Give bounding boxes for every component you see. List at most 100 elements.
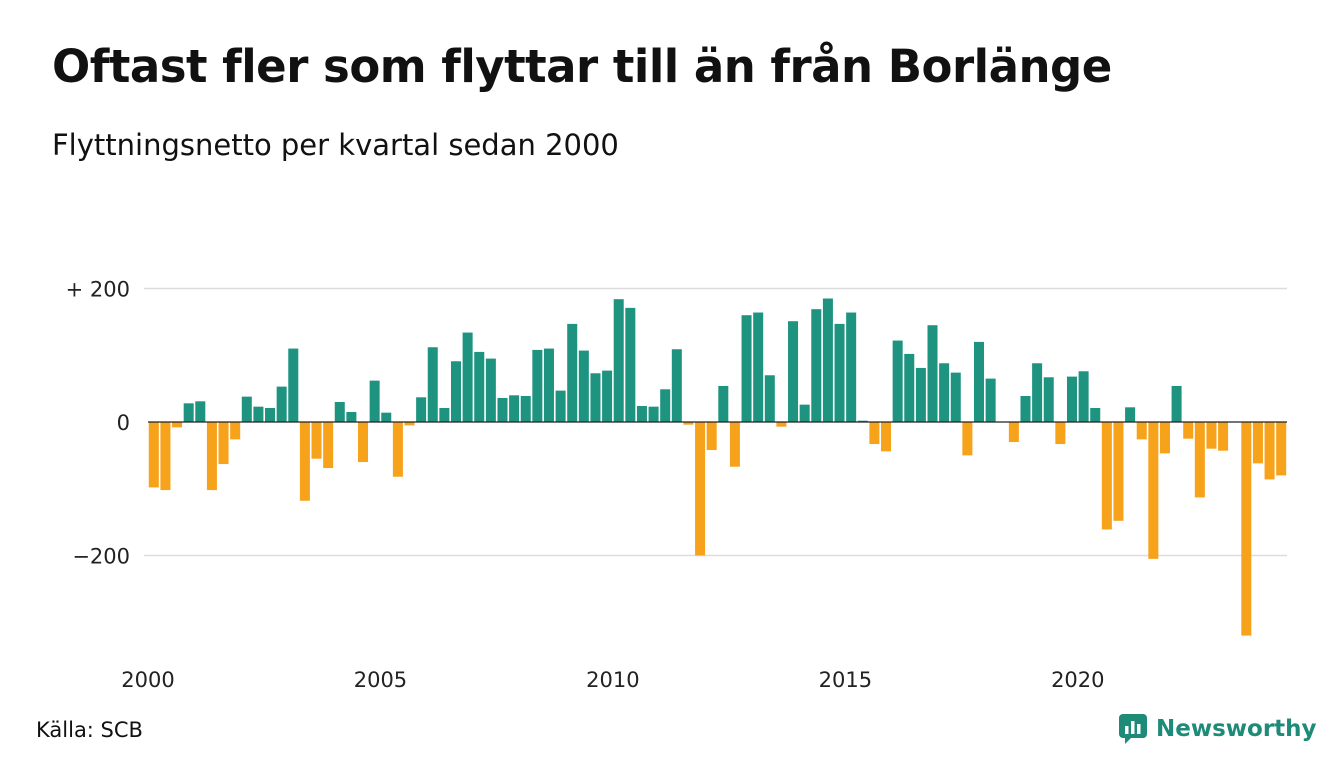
bar [1078, 371, 1089, 422]
bar [857, 420, 868, 422]
bar [288, 348, 299, 422]
bar [706, 422, 717, 451]
bar [1206, 422, 1217, 449]
bar [381, 412, 392, 422]
chart-title: Oftast fler som flyttar till än från Bor… [52, 40, 1112, 93]
x-tick-label: 2010 [586, 668, 639, 692]
x-tick-label: 2015 [819, 668, 872, 692]
bar [962, 422, 973, 456]
y-tick-label: −200 [72, 545, 130, 569]
bar [427, 347, 438, 422]
bar-chart: + 200 0 −200 2000 2005 2010 2015 2020 [66, 278, 1287, 692]
bar [1066, 376, 1077, 422]
bar [311, 422, 322, 459]
bar [648, 406, 659, 422]
bar [1125, 407, 1136, 422]
chart-subtitle: Flyttningsnetto per kvartal sedan 2000 [52, 128, 619, 162]
bar [1194, 422, 1205, 498]
bar [1148, 422, 1159, 559]
bar [590, 373, 601, 422]
bar [334, 401, 345, 422]
bar [1032, 363, 1043, 422]
bar [1241, 422, 1252, 636]
bar [881, 422, 892, 452]
bar [718, 385, 729, 422]
bar [927, 325, 938, 422]
bar [485, 358, 496, 422]
bar [869, 422, 880, 445]
bar [474, 351, 485, 422]
bars [148, 298, 1287, 636]
bar [497, 397, 508, 422]
bar [1090, 407, 1101, 422]
bar [416, 397, 427, 422]
bar [1020, 395, 1031, 422]
bar [404, 422, 415, 426]
bar [822, 298, 833, 422]
bar [892, 340, 903, 422]
bar [764, 375, 775, 422]
bar [683, 422, 694, 425]
bar [567, 323, 578, 422]
y-tick-label: 0 [117, 411, 130, 435]
bar [578, 350, 589, 422]
bar [846, 312, 857, 422]
y-tick-label: + 200 [66, 278, 130, 302]
bar [520, 395, 531, 422]
bar [799, 404, 810, 422]
bar [1171, 385, 1182, 422]
axis-labels: + 200 0 −200 2000 2005 2010 2015 2020 [66, 278, 1287, 692]
bar [509, 395, 520, 422]
bar [369, 380, 380, 422]
bar [1055, 422, 1066, 445]
brand-name: Newsworthy [1156, 716, 1317, 742]
bar [299, 422, 310, 501]
bar [1043, 377, 1054, 422]
bar [660, 389, 671, 422]
bar [148, 422, 159, 488]
bar [253, 406, 264, 422]
bar [462, 332, 473, 422]
bar [904, 353, 915, 422]
bar [172, 422, 183, 428]
bar [323, 422, 334, 469]
bar [218, 422, 229, 465]
bar [358, 422, 369, 463]
brand-logo[interactable]: Newsworthy [1118, 713, 1317, 745]
bar [160, 422, 171, 491]
bar [532, 349, 543, 422]
bar [1159, 422, 1170, 454]
bar [939, 363, 950, 422]
bar [811, 309, 822, 422]
bar [1276, 422, 1287, 476]
bar [602, 370, 613, 422]
bar [346, 411, 357, 422]
bar [543, 348, 554, 422]
bar [1183, 422, 1194, 439]
x-tick-label: 2020 [1051, 668, 1104, 692]
bar [973, 341, 985, 422]
bar [625, 307, 636, 422]
bar [276, 386, 287, 422]
bar [1113, 422, 1124, 521]
bar [1008, 422, 1019, 443]
bar [636, 405, 647, 422]
bar [671, 349, 682, 422]
bar [1252, 422, 1263, 464]
bar [439, 407, 450, 422]
source-label: Källa: SCB [36, 718, 143, 742]
bar [230, 422, 241, 440]
bar [1264, 422, 1275, 480]
bar [1136, 422, 1147, 440]
bar [1218, 422, 1229, 451]
bar [776, 422, 787, 427]
bar [450, 361, 461, 422]
bar [613, 299, 624, 422]
bar [195, 401, 206, 422]
x-tick-label: 2000 [121, 668, 174, 692]
bar [206, 422, 217, 491]
bar [555, 390, 566, 422]
bar [695, 422, 706, 556]
bar [950, 372, 961, 422]
bar [985, 378, 996, 422]
